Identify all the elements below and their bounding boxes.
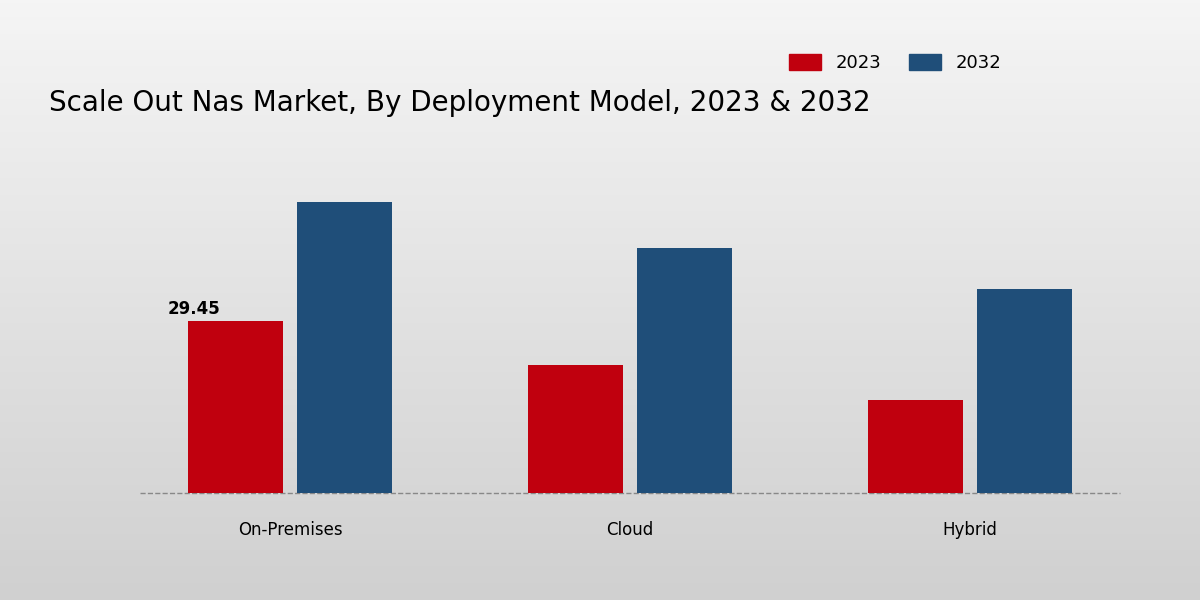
Bar — [188, 321, 283, 493]
Bar — [296, 202, 392, 493]
Bar — [977, 289, 1072, 493]
Text: Scale Out Nas Market, By Deployment Model, 2023 & 2032: Scale Out Nas Market, By Deployment Mode… — [48, 89, 870, 117]
Bar — [868, 400, 964, 493]
Text: 29.45: 29.45 — [168, 301, 221, 319]
Legend: 2023, 2032: 2023, 2032 — [781, 47, 1008, 79]
Bar — [528, 365, 623, 493]
Bar — [637, 248, 732, 493]
